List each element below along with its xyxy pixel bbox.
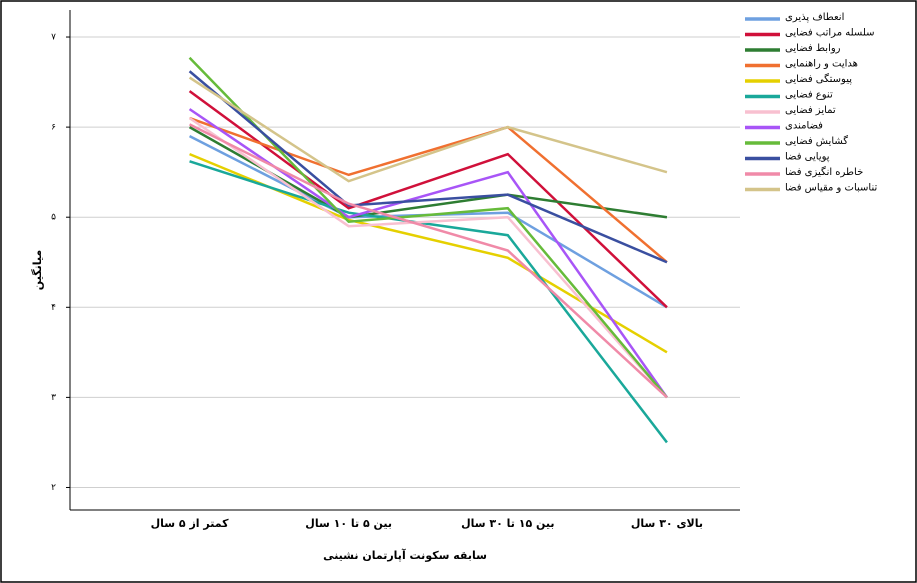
y-tick-label: ۵ [51,213,56,223]
y-tick-label: ۷ [51,33,56,43]
series-line [188,90,668,309]
legend-label: انعطاف پذیری [785,12,844,23]
series-line [189,123,668,399]
x-axis-title: سابقه سکونت آپارتمان نشینی [323,548,487,562]
legend-label: پیوستگی فضایی [785,73,852,85]
y-axis-title: میانگین [31,250,44,290]
legend-label: پویایی فضا [785,152,830,163]
legend-label: هدایت و راهنمایی [785,59,858,70]
legend-label: تمایز فضایی [785,105,836,116]
series-line [189,116,668,264]
legend-label: روابط فضایی [785,43,841,54]
legend-label: تنوع فضایی [785,90,833,101]
series-line [188,70,668,264]
series-line [188,117,668,399]
series-line [189,160,668,444]
y-tick-label: ۴ [51,303,56,313]
x-tick-label: بالای ۳۰ سال [631,517,703,530]
x-tick-label: بین ۵ تا ۱۰ سال [305,517,392,530]
legend-label: فضامندی [785,121,823,132]
legend-label: خاطره انگیزی فضا [785,166,863,178]
legend-label: گشایش فضایی [785,135,848,147]
y-tick-label: ۳ [51,393,56,403]
legend-label: سلسله مراتب فضایی [785,28,875,39]
x-tick-label: کمتر از ۵ سال [151,517,230,530]
series-line [188,76,668,183]
x-tick-label: بین ۱۵ تا ۳۰ سال [461,517,554,530]
y-tick-label: ۶ [51,123,56,133]
y-tick-label: ۲ [51,483,56,493]
legend-label: تناسبات و مقیاس فضا [785,183,877,194]
